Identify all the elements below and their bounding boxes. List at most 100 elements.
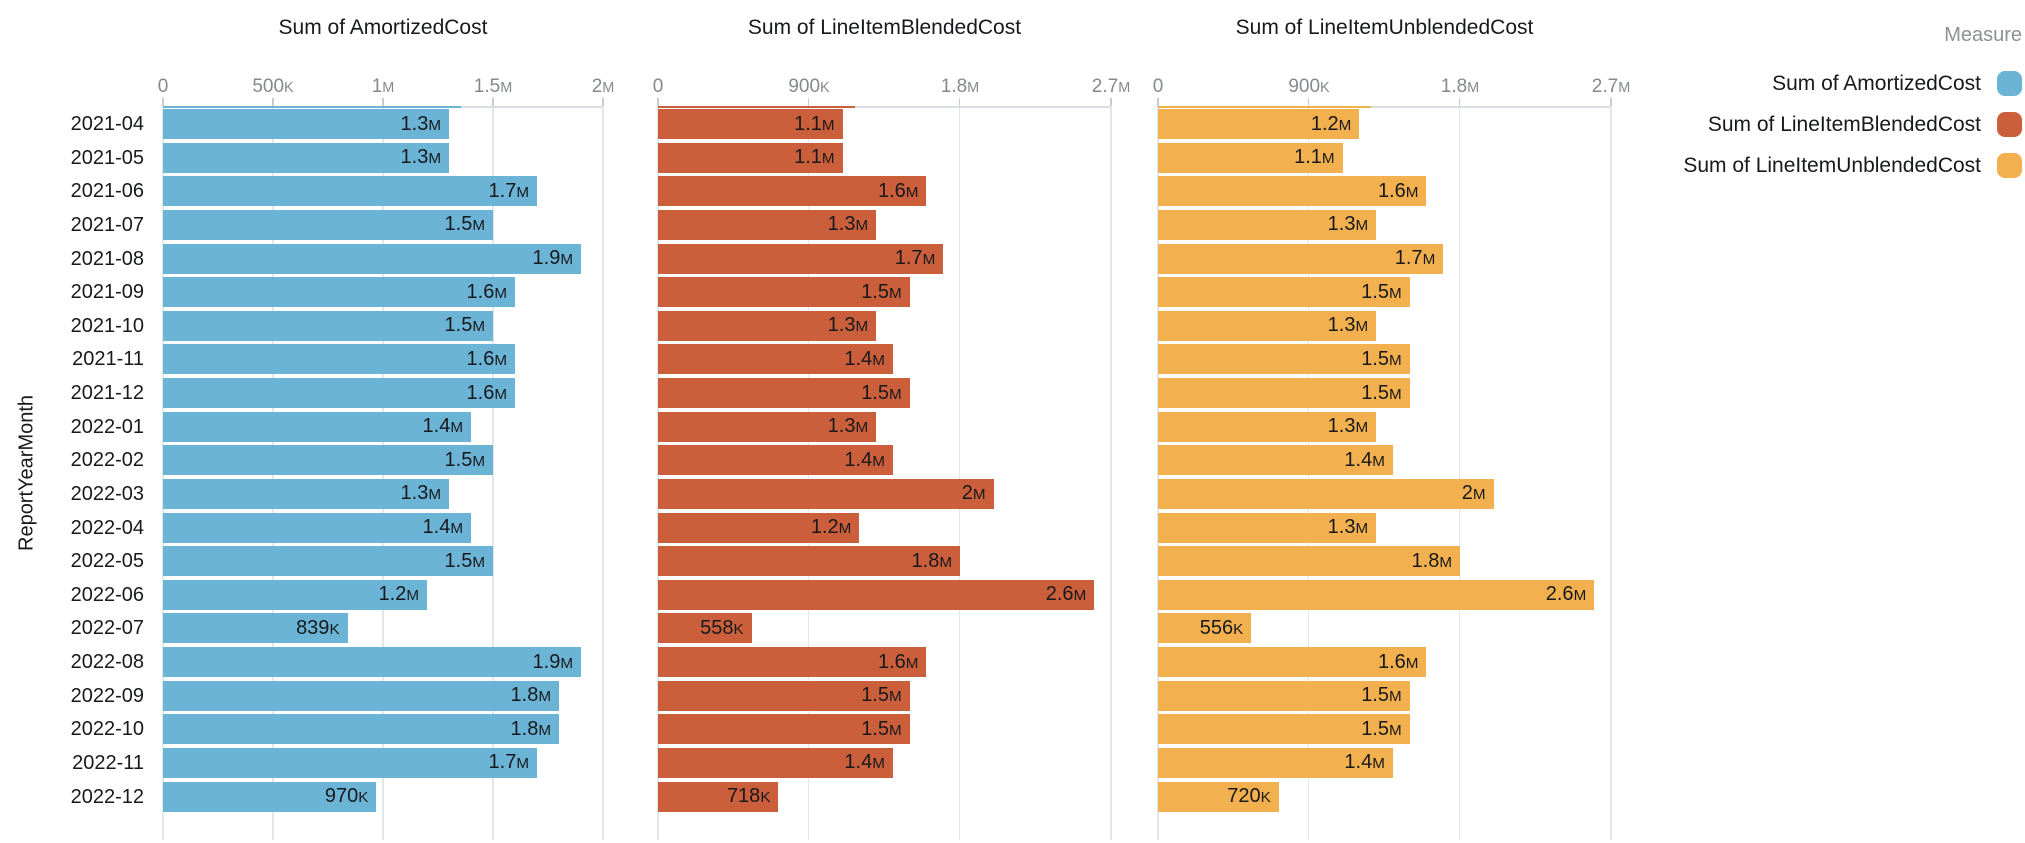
- bar-2022-12[interactable]: 720K: [1158, 781, 1279, 812]
- bar-2022-03[interactable]: 2M: [1158, 478, 1494, 509]
- bar-2021-12[interactable]: 1.5M: [658, 378, 910, 408]
- bar-2021-08[interactable]: 1.7M: [1158, 243, 1444, 274]
- bar-2021-10[interactable]: 1.3M: [1158, 310, 1377, 341]
- bar-2021-07[interactable]: 1.3M: [658, 209, 877, 240]
- axis-line: [1158, 106, 1611, 108]
- bar-2021-04[interactable]: 1.3M: [163, 109, 449, 139]
- bar-2022-02[interactable]: 1.5M: [163, 445, 493, 476]
- bar-2021-08[interactable]: 1.9M: [163, 243, 581, 274]
- tick-mark: [1157, 98, 1159, 106]
- bar-2022-06[interactable]: 1.2M: [163, 579, 427, 610]
- bar-2022-04[interactable]: 1.4M: [163, 512, 471, 543]
- bar-2021-11[interactable]: 1.6M: [163, 344, 515, 375]
- bar-row: 1.2M: [658, 512, 1111, 546]
- category-label: 2021-10: [70, 314, 144, 337]
- bar-2022-09[interactable]: 1.5M: [658, 680, 910, 711]
- legend-item-unblended-cost[interactable]: Sum of LineItemUnblendedCost: [1592, 153, 2022, 178]
- bar-value-label: 1.7M: [488, 751, 529, 774]
- bar-2021-07[interactable]: 1.3M: [1158, 209, 1377, 240]
- bar-2021-12[interactable]: 1.6M: [163, 378, 515, 408]
- bar-2021-06[interactable]: 1.7M: [163, 176, 537, 207]
- category-label: 2021-05: [70, 146, 144, 169]
- tick-label: 1.8M: [940, 76, 980, 97]
- bar-2022-12[interactable]: 718K: [658, 781, 779, 812]
- bar-2021-05[interactable]: 1.3M: [163, 142, 449, 173]
- bar-2022-04[interactable]: 1.2M: [658, 512, 860, 543]
- bar-2022-11[interactable]: 1.7M: [163, 747, 537, 778]
- bar-2021-09[interactable]: 1.5M: [1158, 277, 1410, 308]
- bar-2022-03[interactable]: 2M: [658, 478, 994, 509]
- bar-2021-12[interactable]: 1.5M: [1158, 378, 1410, 408]
- bar-2022-09[interactable]: 1.8M: [163, 680, 559, 711]
- bar-value-label: 1.4M: [1344, 751, 1385, 774]
- bar-row: 1.3M: [163, 108, 603, 142]
- bar-value-label: 1.2M: [810, 516, 852, 538]
- bar-value-label: 1.3M: [827, 314, 869, 337]
- bar-2021-08[interactable]: 1.7M: [658, 243, 944, 274]
- bar-2022-10[interactable]: 1.5M: [658, 714, 910, 745]
- bar-rows: 1.2M 1.1M 1.6M 1.3M 1.7M 1.5M 1.3M 1.5M 1.5M 1.3M…: [1158, 108, 1611, 814]
- bar-row: 1.5M: [163, 444, 603, 478]
- bar-value-label: 1.1M: [1294, 146, 1335, 169]
- bar-2022-12[interactable]: 970K: [163, 781, 377, 812]
- category-label: 2021-12: [70, 382, 144, 404]
- bar-row: 1.6M: [658, 175, 1111, 209]
- bar-2021-07[interactable]: 1.5M: [163, 209, 493, 240]
- tick-label: 0: [157, 76, 169, 97]
- bar-2022-09[interactable]: 1.5M: [1158, 680, 1410, 711]
- axis-line: [658, 106, 1111, 108]
- bar-value-label: 1.5M: [861, 717, 902, 740]
- bar-2022-08[interactable]: 1.6M: [1158, 647, 1427, 677]
- bar-2022-01[interactable]: 1.3M: [658, 411, 877, 442]
- bar-2022-10[interactable]: 1.5M: [1158, 714, 1410, 745]
- bar-2021-04[interactable]: 1.2M: [1158, 109, 1360, 139]
- bar-2022-05[interactable]: 1.5M: [163, 546, 493, 577]
- bar-2022-06[interactable]: 2.6M: [658, 579, 1095, 610]
- bar-2022-01[interactable]: 1.3M: [1158, 411, 1377, 442]
- bar-2022-08[interactable]: 1.9M: [163, 647, 581, 677]
- bar-2022-01[interactable]: 1.4M: [163, 411, 471, 442]
- bar-2022-05[interactable]: 1.8M: [658, 546, 960, 577]
- legend-item-amortized-cost[interactable]: Sum of AmortizedCost: [1592, 71, 2022, 96]
- bar-2022-02[interactable]: 1.4M: [1158, 445, 1393, 476]
- bar-row: 1.4M: [1158, 444, 1611, 478]
- legend-item-blended-cost[interactable]: Sum of LineItemBlendedCost: [1592, 112, 2022, 137]
- bar-2022-11[interactable]: 1.4M: [658, 747, 893, 778]
- bar-2022-05[interactable]: 1.8M: [1158, 546, 1460, 577]
- bar-2022-03[interactable]: 1.3M: [163, 478, 449, 509]
- bar-2022-07[interactable]: 839K: [163, 613, 348, 644]
- tick-label: 2.7M: [1091, 76, 1131, 97]
- bar-2021-10[interactable]: 1.3M: [658, 310, 877, 341]
- bar-2021-09[interactable]: 1.6M: [163, 277, 515, 308]
- bar-2021-05[interactable]: 1.1M: [1158, 142, 1343, 173]
- bar-2021-09[interactable]: 1.5M: [658, 277, 910, 308]
- bar-value-label: 1.3M: [1327, 314, 1369, 337]
- bar-2022-04[interactable]: 1.3M: [1158, 512, 1377, 543]
- bar-row: 1.5M: [163, 209, 603, 243]
- bar-2022-06[interactable]: 2.6M: [1158, 579, 1595, 610]
- bar-2021-11[interactable]: 1.5M: [1158, 344, 1410, 375]
- bar-value-label: 1.6M: [1377, 179, 1419, 202]
- bar-2021-04[interactable]: 1.1M: [658, 109, 843, 139]
- bar-2021-06[interactable]: 1.6M: [658, 176, 927, 207]
- bar-value-label: 558K: [700, 616, 744, 639]
- bar-row: 1.3M: [1158, 512, 1611, 546]
- bar-2022-07[interactable]: 558K: [658, 613, 752, 644]
- bar-2021-06[interactable]: 1.6M: [1158, 176, 1427, 207]
- bar-value-label: 1.5M: [1361, 280, 1402, 303]
- bar-2022-07[interactable]: 556K: [1158, 613, 1252, 644]
- bar-row: 1.5M: [163, 545, 603, 579]
- bar-value-label: 1.9M: [532, 650, 573, 673]
- bar-2022-02[interactable]: 1.4M: [658, 445, 893, 476]
- bar-2021-05[interactable]: 1.1M: [658, 142, 843, 173]
- bar-2022-08[interactable]: 1.6M: [658, 647, 927, 677]
- bar-value-label: 2.6M: [1045, 583, 1087, 606]
- bar-row: 839K: [163, 612, 603, 646]
- bar-2021-11[interactable]: 1.4M: [658, 344, 893, 375]
- plot-area: 1.1M 1.1M 1.6M 1.3M 1.7M 1.5M 1.3M 1.4M 1.5M 1.3M…: [657, 106, 1112, 840]
- bar-row: 2M: [658, 478, 1111, 512]
- bar-2022-10[interactable]: 1.8M: [163, 714, 559, 745]
- bar-2021-10[interactable]: 1.5M: [163, 310, 493, 341]
- bar-2022-11[interactable]: 1.4M: [1158, 747, 1393, 778]
- panel-title: Sum of AmortizedCost: [278, 16, 488, 39]
